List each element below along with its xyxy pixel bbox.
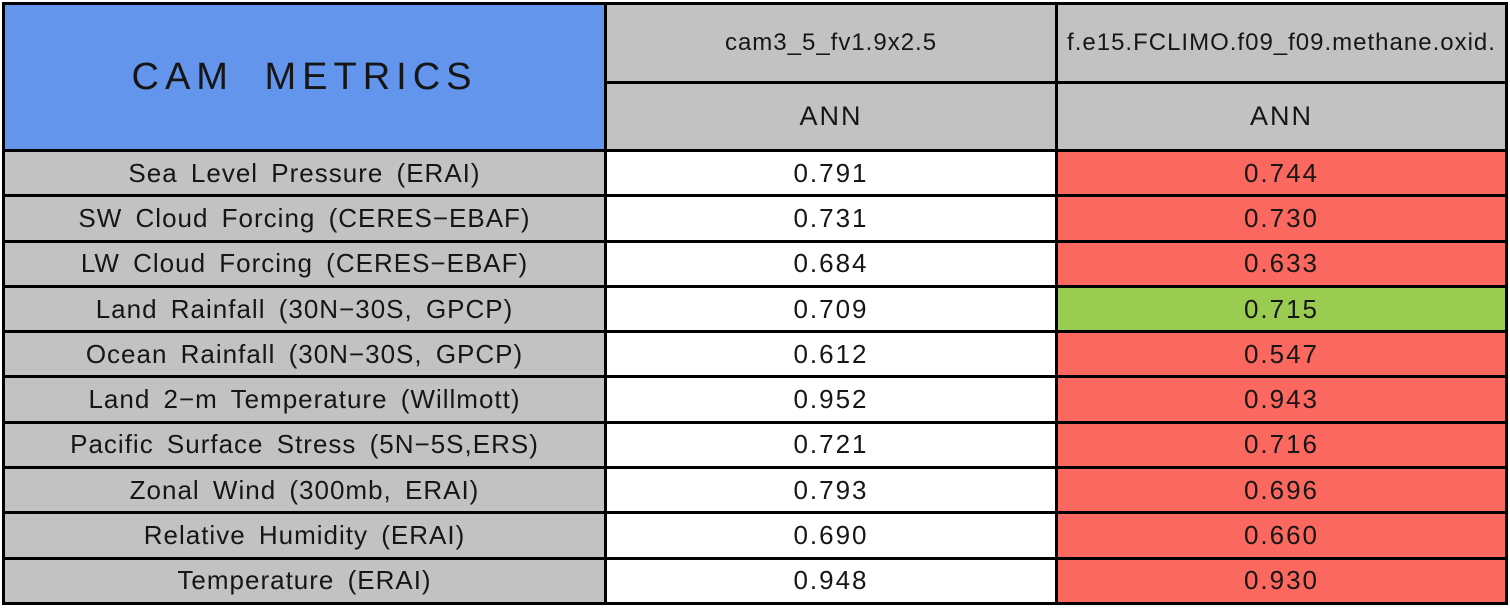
metric-label-temperature: Temperature (ERAI): [5, 559, 604, 602]
table-title-cell: CAM METRICS: [5, 5, 604, 149]
metric-value-model2: 0.744: [1058, 152, 1505, 195]
metric-value-model1: 0.721: [607, 423, 1055, 467]
metric-label-land-rainfall: Land Rainfall (30N−30S, GPCP): [5, 287, 604, 331]
metric-value-model1: 0.731: [607, 197, 1055, 240]
metric-value-model1: 0.793: [607, 469, 1055, 512]
metric-value-model2: 0.943: [1058, 378, 1505, 421]
metric-value-model1: 0.684: [607, 242, 1055, 285]
metric-value-model2: 0.730: [1058, 197, 1505, 240]
metric-value-model1: 0.612: [607, 333, 1055, 376]
metric-label-land-2m-temperature: Land 2−m Temperature (Willmott): [5, 378, 604, 421]
metric-label-pacific-surface-stress: Pacific Surface Stress (5N−5S,ERS): [5, 423, 604, 467]
column-header-model-1: cam3_5_fv1.9x2.5: [607, 5, 1055, 81]
metric-value-model1: 0.952: [607, 378, 1055, 421]
metric-value-model2: 0.660: [1058, 514, 1505, 557]
model-2-name: f.e15.FCLIMO.f09_f09.methane.oxid.: [1067, 29, 1496, 56]
metric-value-model1: 0.709: [607, 287, 1055, 331]
metric-value-model2: 0.715: [1058, 287, 1505, 331]
metric-value-model2: 0.696: [1058, 469, 1505, 512]
metric-label-sw-cloud-forcing: SW Cloud Forcing (CERES−EBAF): [5, 197, 604, 240]
metric-value-model1: 0.690: [607, 514, 1055, 557]
metric-label-sea-level-pressure: Sea Level Pressure (ERAI): [5, 152, 604, 195]
metric-label-lw-cloud-forcing: LW Cloud Forcing (CERES−EBAF): [5, 242, 604, 285]
model-1-name: cam3_5_fv1.9x2.5: [724, 29, 938, 56]
column-subheader-season-2: ANN: [1058, 84, 1505, 149]
metric-value-model2: 0.930: [1058, 559, 1505, 602]
metric-value-model2: 0.547: [1058, 333, 1505, 376]
metric-label-zonal-wind: Zonal Wind (300mb, ERAI): [5, 469, 604, 512]
table-title: CAM METRICS: [131, 55, 478, 98]
metric-label-ocean-rainfall: Ocean Rainfall (30N−30S, GPCP): [5, 333, 604, 376]
metric-value-model1: 0.791: [607, 152, 1055, 195]
column-subheader-season-1: ANN: [607, 84, 1055, 149]
metric-value-model2: 0.716: [1058, 423, 1505, 467]
metric-value-model2: 0.633: [1058, 242, 1505, 285]
metric-label-relative-humidity: Relative Humidity (ERAI): [5, 514, 604, 557]
column-header-model-2: f.e15.FCLIMO.f09_f09.methane.oxid.: [1058, 5, 1505, 81]
metric-value-model1: 0.948: [607, 559, 1055, 602]
